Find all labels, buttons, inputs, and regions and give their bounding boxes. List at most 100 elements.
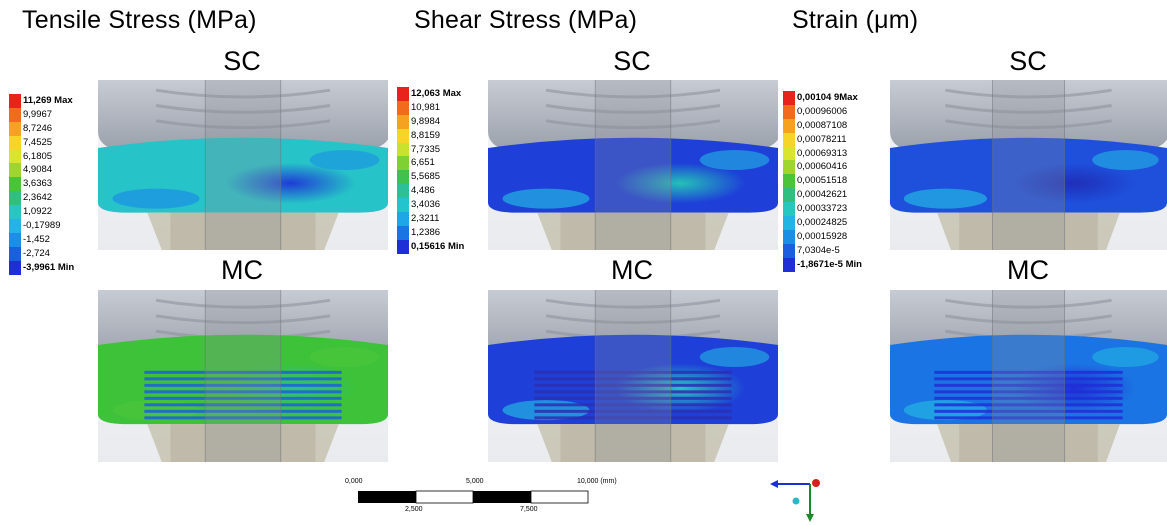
legend-row: 8,8159 (397, 128, 517, 143)
scale-label-10: 10,000 (mm) (577, 478, 617, 485)
scale-label-2500: 2,500 (405, 506, 423, 513)
legend-row: 7,4525 (9, 135, 129, 150)
legend-value: 4,9084 (23, 164, 53, 176)
mc-label-tensile: MC (221, 255, 263, 285)
legend-row: 7,0304e-5 (783, 243, 903, 258)
legend-value: 7,4525 (23, 136, 53, 148)
legend-row: 0,00033723 (783, 202, 903, 217)
legend-row: 0,00087108 (783, 118, 903, 133)
tensile-stress-title: Tensile Stress (MPa) (22, 6, 257, 34)
legend-value: 8,8159 (411, 129, 441, 141)
legend-swatch (397, 239, 409, 254)
scale-label-0: 0,000 (345, 478, 363, 485)
legend-value: 0,00051518 (797, 175, 848, 187)
legend-row: 0,00024825 (783, 216, 903, 230)
strain-title: Strain (μm) (792, 6, 919, 34)
contour-rendering (98, 290, 388, 462)
legend-swatch (783, 188, 795, 203)
legend-value: 8,7246 (23, 122, 53, 134)
legend-swatch (397, 170, 409, 185)
legend-row: 6,651 (397, 156, 517, 171)
legend-value: 0,00069313 (797, 147, 848, 159)
legend-row: 3,6363 (9, 177, 129, 192)
legend-row: 2,3642 (9, 191, 129, 206)
sc-label-strain: SC (1009, 46, 1047, 76)
legend-row: -0,17989 (9, 219, 129, 233)
legend-swatch (783, 104, 795, 119)
legend-swatch (783, 132, 795, 147)
legend-row: 1,0922 (9, 205, 129, 220)
legend-swatch (397, 87, 409, 101)
legend-swatch (9, 260, 21, 275)
legend-swatch (783, 91, 795, 105)
legend-value: 5,5685 (411, 171, 441, 183)
legend-value: 0,00060416 (797, 161, 848, 173)
legend-value: 11,269 Max (23, 95, 73, 106)
legend-value: 0,00104 9Max (797, 92, 858, 103)
legend-value: 6,1805 (23, 150, 53, 162)
legend-swatch (783, 216, 795, 230)
scale-label-7500: 7,500 (520, 506, 538, 513)
legend-value: -1,452 (23, 233, 50, 245)
legend-swatch (783, 202, 795, 217)
legend-row: 9,9967 (9, 107, 129, 122)
legend-row: 0,00096006 (783, 104, 903, 119)
legend-value: 0,00015928 (797, 230, 848, 242)
legend-row: 0,00042621 (783, 188, 903, 203)
legend-row: 0,00078211 (783, 132, 903, 147)
legend-row: 11,269 Max (9, 94, 129, 108)
legend-value: 2,3642 (23, 192, 53, 204)
legend-value: 0,00087108 (797, 119, 848, 131)
shear-color-legend: 12,063 Max 10,981 9,8984 8,8159 7,7335 6,651 5… (397, 87, 517, 254)
legend-row: 0,00015928 (783, 229, 903, 244)
tensile-sc-contour-image (98, 80, 388, 250)
mc-label-shear: MC (611, 255, 653, 285)
shear-sc-contour-image (488, 80, 778, 250)
legend-row: 12,063 Max (397, 87, 517, 101)
legend-value: 0,00042621 (797, 189, 848, 201)
legend-value: 7,7335 (411, 143, 441, 155)
legend-value: 3,6363 (23, 178, 53, 190)
legend-swatch (9, 191, 21, 206)
legend-row: -2,724 (9, 246, 129, 261)
strain-color-legend: 0,00104 9Max 0,00096006 0,00087108 0,000782… (783, 91, 903, 272)
legend-value: -0,17989 (23, 220, 61, 232)
contour-rendering (890, 80, 1167, 250)
mc-label-strain: MC (1007, 255, 1049, 285)
legend-swatch (783, 257, 795, 272)
legend-swatch (9, 205, 21, 220)
legend-row: 4,486 (397, 184, 517, 199)
legend-value: 0,00024825 (797, 217, 848, 229)
legend-swatch (783, 243, 795, 258)
legend-swatch (397, 100, 409, 115)
strain-sc-contour-image (890, 80, 1167, 250)
scale-bar: 0,000 5,000 10,000 (mm) 2,500 7,500 (340, 478, 640, 523)
legend-value: -2,724 (23, 247, 50, 259)
legend-value: 9,9967 (23, 108, 53, 120)
legend-row: 0,15616 Min (397, 239, 517, 254)
legend-value: 10,981 (411, 101, 441, 113)
sc-label-tensile: SC (223, 46, 261, 76)
legend-value: 0,00033723 (797, 203, 848, 215)
legend-swatch (9, 219, 21, 233)
legend-swatch (783, 146, 795, 161)
legend-value: 1,2386 (411, 226, 441, 238)
legend-swatch (397, 184, 409, 199)
legend-row: -1,8671e-5 Min (783, 257, 903, 272)
legend-swatch (9, 246, 21, 261)
sc-label-shear: SC (613, 46, 651, 76)
scale-label-5: 5,000 (466, 478, 484, 485)
legend-value: 7,0304e-5 (797, 244, 840, 256)
tensile-mc-contour-image (98, 290, 388, 462)
legend-swatch (397, 198, 409, 213)
legend-swatch (397, 128, 409, 143)
legend-swatch (397, 156, 409, 171)
contour-rendering (488, 290, 778, 462)
legend-row: -1,452 (9, 232, 129, 247)
axis-triad-icon (770, 479, 820, 522)
legend-swatch (783, 174, 795, 189)
shear-stress-title: Shear Stress (MPa) (414, 6, 638, 34)
legend-row: 1,2386 (397, 225, 517, 240)
legend-swatch (9, 94, 21, 108)
shear-mc-contour-image (488, 290, 778, 462)
